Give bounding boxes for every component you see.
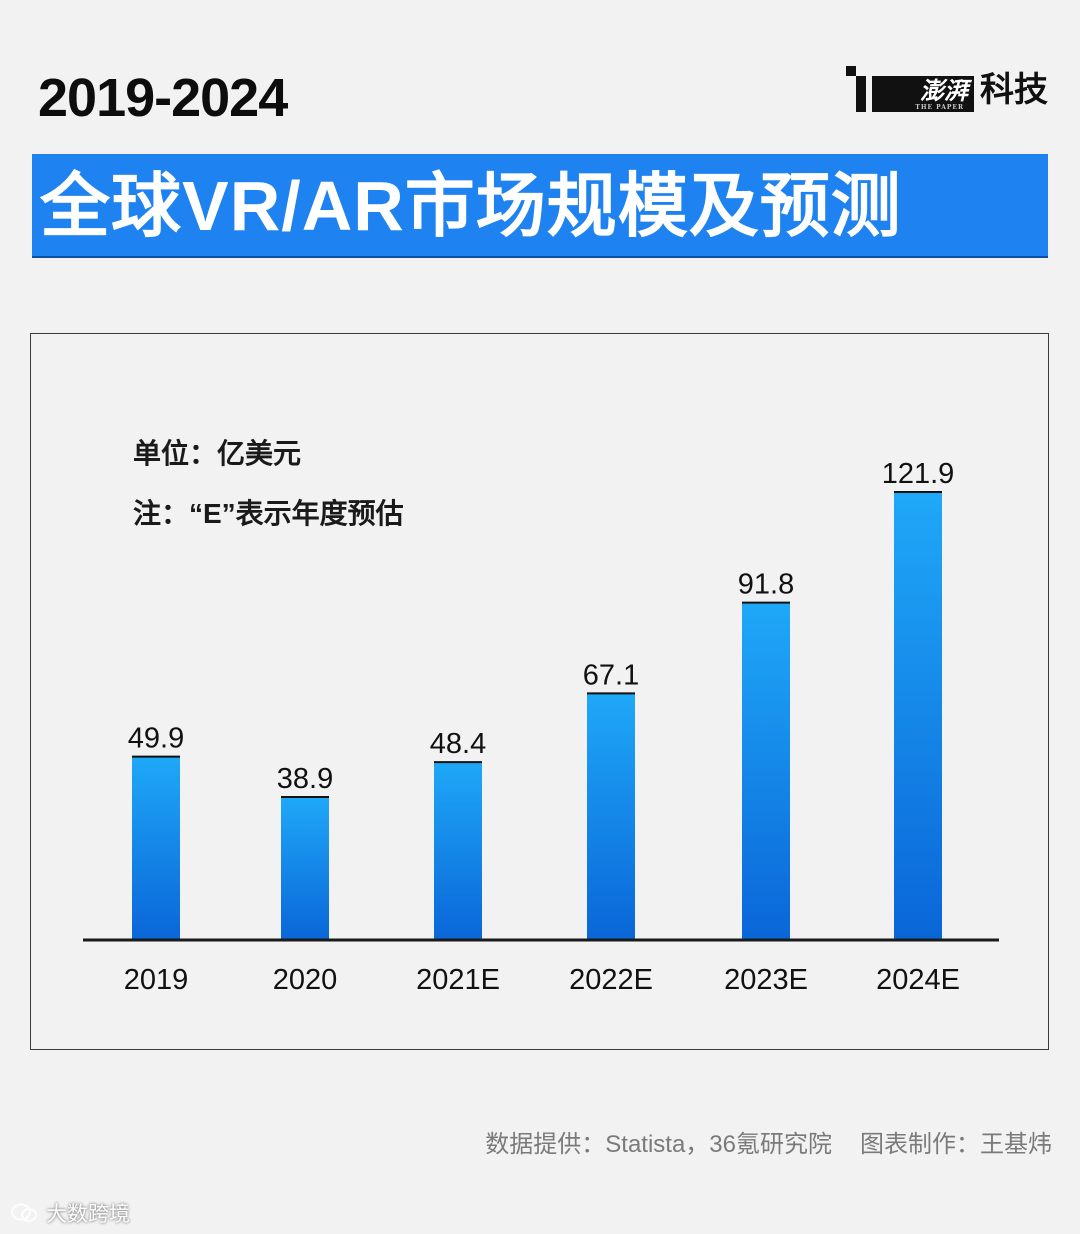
year-range: 2019-2024	[38, 68, 288, 128]
bar-2019	[132, 756, 180, 940]
category-label-2024E: 2024E	[876, 964, 960, 996]
bar-2021E	[434, 762, 482, 940]
category-label-2022E: 2022E	[569, 964, 653, 996]
value-label-2023E: 91.8	[738, 569, 794, 601]
category-label-2023E: 2023E	[724, 964, 808, 996]
brand-mark-icon: 澎湃 THE PAPER	[846, 64, 974, 114]
brand-logo: 澎湃 THE PAPER 科技	[846, 64, 1048, 114]
bar-2023E	[742, 602, 790, 940]
value-label-2020: 38.9	[277, 763, 333, 795]
chart-title: 全球VR/AR市场规模及预测	[40, 167, 902, 245]
category-label-2021E: 2021E	[416, 964, 500, 996]
value-label-2021E: 48.4	[430, 728, 486, 760]
chart-frame: 单位：亿美元 注：“E”表示年度预估 49.9 2019 38.9 2020 48.4 2…	[30, 333, 1049, 1050]
value-label-2022E: 67.1	[583, 659, 639, 691]
data-source: 数据提供：Statista，36氪研究院	[485, 1131, 832, 1158]
watermark-text: 大数跨境	[46, 1203, 130, 1226]
unit-note: 单位：亿美元	[133, 438, 302, 469]
bar-2024E	[894, 492, 942, 940]
title-bar: 全球VR/AR市场规模及预测	[32, 154, 1048, 258]
chat-bubble-icon	[11, 1203, 37, 1222]
brand-label: 科技	[980, 71, 1048, 109]
category-label-2020: 2020	[273, 964, 338, 996]
source-credit: 数据提供：Statista，36氪研究院 图表制作：王基炜	[485, 1128, 1052, 1162]
brand-name: 澎湃	[920, 76, 968, 105]
bar-2020	[281, 797, 329, 940]
category-label-2019: 2019	[124, 964, 189, 996]
watermark: 大数跨境	[10, 1198, 130, 1228]
bar-2022E	[587, 693, 635, 940]
chart-author: 图表制作：王基炜	[860, 1131, 1052, 1158]
value-label-2019: 49.9	[128, 723, 184, 755]
value-label-2024E: 121.9	[882, 458, 955, 490]
estimate-note: 注：“E”表示年度预估	[133, 498, 404, 529]
brand-subtext: THE PAPER	[915, 104, 964, 111]
bar-chart: 49.9 2019 38.9 2020 48.4 2021E 67.1 2022E 91.8 20…	[83, 458, 999, 996]
